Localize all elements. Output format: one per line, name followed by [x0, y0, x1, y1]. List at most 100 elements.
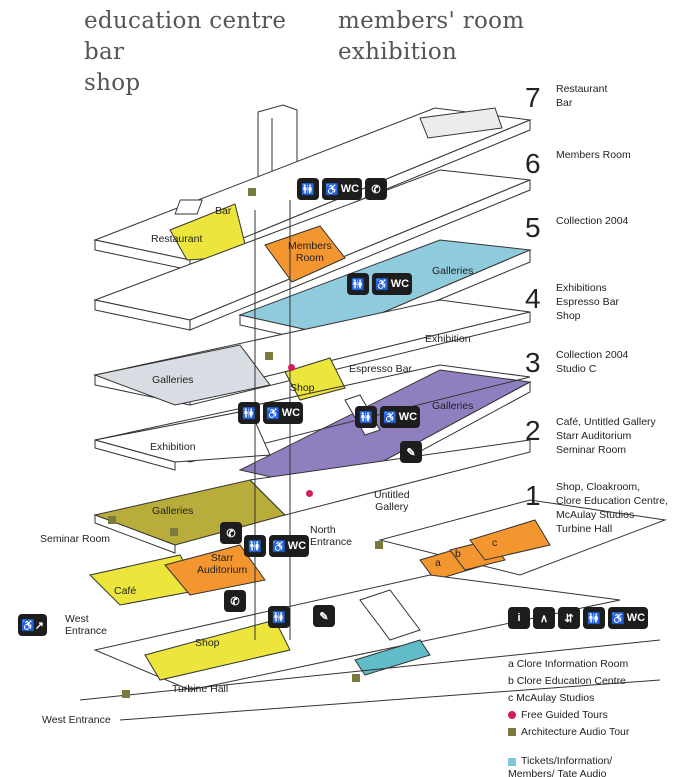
- level-4-description: Exhibitions Espresso Bar Shop: [556, 282, 620, 322]
- baby-change-icon: ✎: [400, 441, 422, 463]
- level-4-number: 4: [525, 283, 541, 314]
- untitled-gallery-label: Untitled Gallery: [374, 489, 410, 513]
- header-right-line-1: members' room: [338, 8, 525, 34]
- header-left: education centre bar shop: [84, 6, 286, 99]
- shop-level-1-area: [144, 619, 291, 681]
- header-left-line-3: shop: [84, 70, 141, 96]
- audio-tour-marker: [375, 541, 383, 549]
- level-2-facility-icons: ✎: [400, 441, 422, 463]
- header-right: members' room exhibition: [338, 6, 524, 68]
- toilets-icon: 🚻: [268, 606, 290, 628]
- level-3-number: 3: [525, 347, 541, 378]
- wc-icon-text: WC: [281, 407, 301, 419]
- room-c-area: [469, 519, 551, 561]
- level-3-right-facility-icons: 🚻 ♿ WC: [355, 406, 421, 428]
- starr-auditorium-label: Starr Auditorium: [197, 552, 248, 576]
- header-right-line-2: exhibition: [338, 39, 458, 65]
- accessible-wc-icon: ♿ WC: [269, 535, 310, 557]
- galleries-level-3-label: Galleries: [432, 400, 474, 412]
- wc-icon-text: WC: [390, 278, 410, 290]
- header-left-line-1: education centre: [84, 8, 287, 34]
- toilets-icon: 🚻: [297, 178, 319, 200]
- cloakroom-icon: ∧: [533, 607, 555, 629]
- galleries-level-2-label: Galleries: [152, 505, 194, 517]
- level-1-description: Shop, Cloakroom, Clore Education Centre,…: [556, 481, 669, 535]
- level-1-number: 1: [525, 480, 541, 511]
- level-3-description: Collection 2004 Studio C: [556, 349, 629, 375]
- espresso-bar-label: Espresso Bar: [349, 363, 413, 375]
- level-6-facility-icons: 🚻 ♿ WC ✆: [297, 178, 388, 200]
- level-5-description: Collection 2004: [556, 215, 629, 227]
- room-c-label: c: [492, 537, 498, 549]
- legend-item-tickets: Tickets/Information/ Members/ Tate Audio: [508, 742, 612, 777]
- level-5-facility-icons: 🚻 ♿ WC: [347, 273, 413, 295]
- level-2-description: Café, Untitled Gallery Starr Auditorium …: [556, 416, 656, 456]
- north-entrance-label: North Entrance: [310, 524, 353, 548]
- legend-item-b: b Clore Education Centre: [508, 675, 626, 688]
- galleries-level-4-label: Galleries: [152, 374, 194, 386]
- turbine-hall-label: Turbine Hall: [172, 683, 229, 695]
- legend-item-b-text: b Clore Education Centre: [508, 675, 626, 687]
- level-3-left-facility-icons: 🚻 ♿ WC: [238, 402, 304, 424]
- level-6-description: Members Room: [556, 149, 631, 161]
- level-2-wc-icons: 🚻 ♿ WC: [244, 535, 310, 557]
- level-6-number: 6: [525, 148, 541, 179]
- toilets-icon: 🚻: [244, 535, 266, 557]
- legend-item-a-text: a Clore Information Room: [508, 658, 629, 670]
- restaurant-label: Restaurant: [151, 233, 203, 245]
- toilets-icon: 🚻: [347, 273, 369, 295]
- level-1-baby-change-icons: ✎: [313, 605, 335, 627]
- room-b-label: b: [455, 548, 461, 560]
- level-7-description: Restaurant Bar: [556, 83, 608, 109]
- exhibition-level-2-label: Exhibition: [150, 441, 196, 453]
- toilets-icon: 🚻: [238, 402, 260, 424]
- cafe-label: Café: [114, 585, 137, 597]
- accessible-wc-icon: ♿ WC: [263, 402, 304, 424]
- audio-tour-marker-legend: [508, 728, 516, 737]
- wc-icon-text: WC: [340, 183, 360, 195]
- toilets-icon: 🚻: [583, 607, 605, 629]
- west-entrance-access-icons: ♿↗: [18, 614, 47, 636]
- members-room-label: Members Room: [288, 240, 332, 264]
- legend-item-guided-tours: Free Guided Tours: [508, 709, 608, 722]
- galleries-level-5-label: Galleries: [432, 265, 474, 277]
- shop-level-4-label: Shop: [290, 382, 315, 394]
- telephone-icon: ✆: [224, 590, 246, 612]
- legend-item-tickets-text: Tickets/Information/ Members/ Tate Audio: [508, 755, 613, 777]
- audio-tour-marker: [170, 528, 178, 536]
- room-a-label: a: [435, 557, 441, 569]
- legend-item-c-text: c McAulay Studios: [508, 692, 595, 704]
- audio-tour-marker: [108, 516, 116, 524]
- legend-item-audio-tour-text: Architecture Audio Tour: [521, 726, 630, 738]
- accessible-wc-icon: ♿ WC: [380, 406, 421, 428]
- legend-item-audio-tour: Architecture Audio Tour: [508, 726, 629, 739]
- audio-tour-marker: [265, 352, 273, 360]
- level-7-number: 7: [525, 82, 541, 113]
- audio-tour-marker: [352, 674, 360, 682]
- west-entrance-upper-label: West Entrance: [65, 613, 108, 637]
- accessible-wc-icon: ♿ WC: [608, 607, 649, 629]
- free-guided-tour-dot: [306, 490, 313, 497]
- free-guided-tour-dot: [288, 364, 295, 371]
- west-entrance-lower-label: West Entrance: [42, 714, 111, 726]
- header-left-line-2: bar: [84, 39, 125, 65]
- tickets-desk-area: [354, 639, 431, 676]
- shop-level-4: [284, 357, 346, 401]
- wc-icon-text: WC: [398, 411, 418, 423]
- telephone-icon: ✆: [220, 522, 242, 544]
- level-5-number: 5: [525, 212, 541, 243]
- toilets-icon: 🚻: [355, 406, 377, 428]
- wc-icon-text: WC: [287, 540, 307, 552]
- level-2-phone-icons: ✆: [220, 522, 242, 544]
- audio-tour-marker: [122, 690, 130, 698]
- tickets-marker-legend: [508, 758, 516, 766]
- legend-item-a: a Clore Information Room: [508, 658, 628, 671]
- information-icon: i: [508, 607, 530, 629]
- level-1-phone-icons: ✆: [224, 590, 246, 612]
- telephone-icon: ✆: [365, 178, 388, 200]
- starr-auditorium-area: [164, 544, 266, 596]
- guided-tours-marker: [508, 711, 516, 720]
- legend-item-c: c McAulay Studios: [508, 692, 594, 705]
- galleries-level-4-left: [93, 344, 271, 406]
